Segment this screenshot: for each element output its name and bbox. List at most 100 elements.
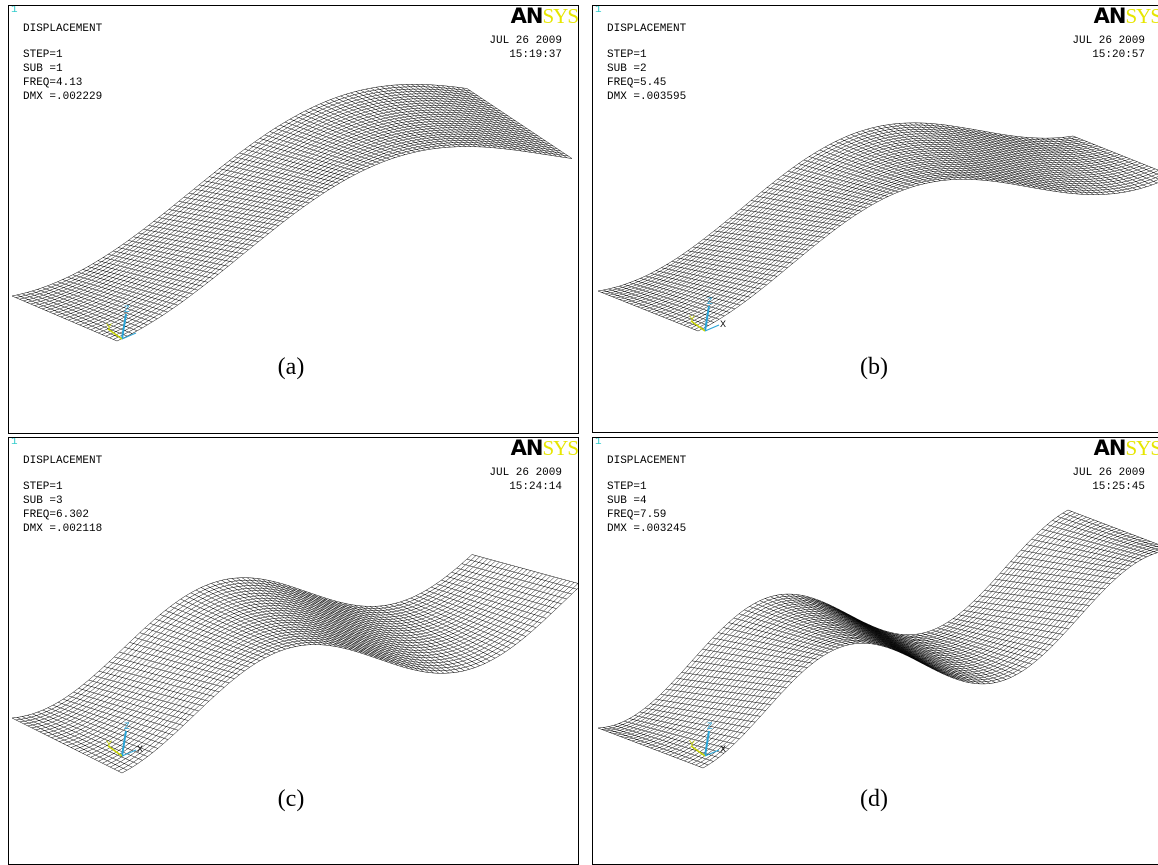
triad-label: Y [106, 739, 112, 749]
mesh-line [295, 116, 400, 156]
mesh-line [812, 598, 917, 661]
mesh-line [872, 128, 972, 180]
mesh-line [104, 667, 214, 697]
mesh-line [396, 85, 501, 149]
mesh-line [16, 87, 471, 298]
mesh-line [644, 151, 1119, 310]
panel-caption: (c) [278, 786, 305, 813]
triad-axis [122, 333, 136, 339]
mesh-line [53, 110, 508, 314]
mesh-line [691, 173, 1158, 328]
mesh-line [89, 680, 199, 711]
mesh-line [609, 514, 1079, 732]
mesh-line [623, 138, 1098, 301]
panel-caption: (b) [860, 354, 888, 381]
sub-label: SUB =1 [23, 62, 63, 76]
mesh-line [682, 672, 787, 687]
mesh-line [1052, 520, 1157, 552]
mesh-line [76, 123, 531, 323]
mesh-line [452, 87, 557, 157]
logo-part: SYS [542, 5, 578, 28]
dmx-label: DMX =.002118 [23, 522, 102, 536]
triad-label: X [720, 744, 726, 754]
plot-title: DISPLACEMENT [607, 22, 686, 36]
mesh-line [875, 627, 980, 684]
mesh-line [669, 537, 1139, 755]
mesh-line [80, 126, 535, 325]
mesh-line [836, 142, 936, 182]
mesh-line [209, 177, 314, 200]
mesh-line [1058, 517, 1158, 552]
mesh-line [730, 218, 830, 233]
dmx-label: DMX =.003595 [607, 90, 686, 104]
mesh-line [224, 165, 329, 190]
ansys-logo: ANSYS [1094, 437, 1158, 461]
mesh-line [462, 88, 567, 158]
mesh-line [32, 560, 492, 728]
mesh-line [331, 100, 436, 149]
time-label: 15:19:37 [509, 48, 562, 62]
ansys-logo: ANSYS [1094, 5, 1158, 29]
mesh-line [83, 128, 538, 327]
freq-label: FREQ=5.45 [607, 76, 666, 90]
mesh-line [50, 108, 505, 313]
logo-part: SYS [1125, 5, 1158, 28]
mesh-line [119, 652, 229, 683]
mesh-line [823, 602, 928, 666]
mesh-line [191, 593, 301, 646]
mesh-line [1036, 138, 1136, 190]
mesh-line [698, 243, 798, 259]
mesh-line [427, 85, 532, 153]
mesh-line [416, 596, 526, 637]
mesh-line [371, 88, 476, 147]
mesh-line [110, 143, 565, 338]
mesh-line [467, 559, 577, 589]
time-label: 15:20:57 [1092, 48, 1145, 62]
mesh-line [27, 715, 137, 764]
panel-caption: (a) [278, 354, 305, 381]
mesh-line [431, 587, 541, 623]
mesh-line [98, 578, 558, 761]
mesh-line [24, 558, 484, 724]
triad-label: X [720, 319, 726, 329]
window-number: 1 [11, 437, 18, 448]
mesh-line [859, 620, 964, 682]
mesh-line [1041, 138, 1141, 188]
freq-label: FREQ=4.13 [23, 76, 82, 90]
mesh-line [103, 258, 208, 283]
page: {"panels": [ {"window_number": "1", "tit… [0, 0, 1158, 860]
logo-part: AN [511, 437, 543, 460]
mesh-line [320, 104, 425, 150]
step-label: STEP=1 [23, 480, 63, 494]
triad-label: Y [106, 322, 112, 332]
triad-axis [705, 325, 719, 331]
ansys-logo: ANSYS [511, 5, 578, 29]
mesh-line [598, 291, 698, 331]
mesh-line [123, 244, 228, 266]
mesh-line [828, 604, 933, 669]
dmx-label: DMX =.003245 [607, 522, 686, 536]
mesh-line [666, 689, 771, 705]
date-label: JUL 26 2009 [1072, 34, 1145, 48]
mesh-line [255, 142, 360, 172]
mesh-line [791, 594, 896, 651]
mesh-line [776, 595, 881, 645]
mesh-line [52, 284, 157, 319]
mesh-line [385, 605, 495, 658]
triad-label: X [137, 744, 143, 754]
sub-label: SUB =3 [23, 494, 63, 508]
mesh-line [257, 579, 367, 656]
panel-caption: (d) [860, 786, 888, 813]
mesh-line [931, 123, 1031, 187]
mesh-line [614, 725, 719, 757]
mesh-line [12, 555, 472, 719]
mesh-line [118, 248, 223, 271]
mesh-line [673, 166, 1148, 321]
mesh-line [713, 638, 818, 659]
date-label: JUL 26 2009 [489, 466, 562, 480]
triad-label: Z [124, 304, 130, 314]
mesh-line [109, 662, 219, 692]
